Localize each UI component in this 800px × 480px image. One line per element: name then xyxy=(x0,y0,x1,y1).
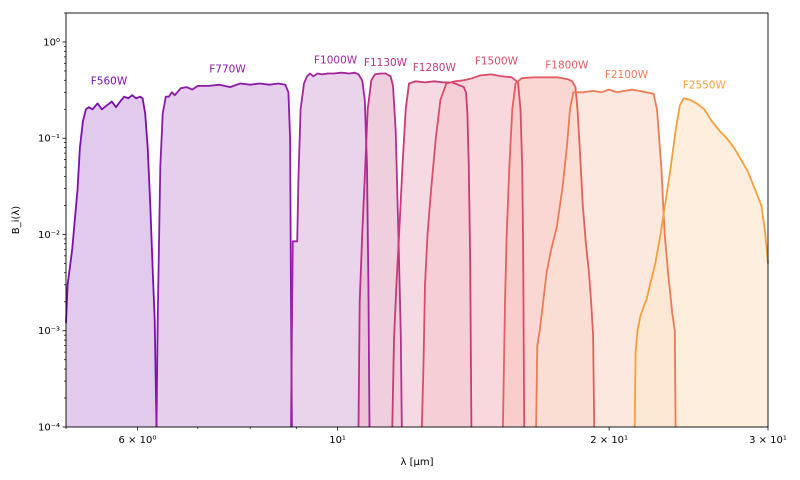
band-label-f1800w: F1800W xyxy=(545,60,589,72)
band-label-f560w: F560W xyxy=(91,76,128,88)
band-area-f1000w xyxy=(291,72,370,427)
band-line-f1500w xyxy=(420,73,526,428)
y-tick-label: 10⁰ xyxy=(43,37,60,48)
band-areas xyxy=(66,72,768,428)
x-axis-ticks: 6 × 10⁰ 10¹ 2 × 10¹ 3 × 10¹ xyxy=(65,427,787,446)
band-line-f2100w xyxy=(535,88,677,428)
band-area-f2550w xyxy=(634,98,768,428)
band-label-f2550w: F2550W xyxy=(683,79,727,91)
band-area-f1500w xyxy=(421,74,525,428)
y-tick-label: 10⁻⁴ xyxy=(38,423,60,434)
x-tick-label: 2 × 10¹ xyxy=(590,435,628,446)
plot-frame xyxy=(65,12,769,428)
y-axis-label: B_i(λ) xyxy=(11,206,22,234)
x-axis-label: λ [μm] xyxy=(400,457,433,468)
band-label-f770w: F770W xyxy=(209,64,246,76)
band-area-f560w xyxy=(66,95,157,427)
y-tick-label: 10⁻¹ xyxy=(38,134,60,145)
band-label-f1500w: F1500W xyxy=(475,56,519,68)
x-tick-label: 3 × 10¹ xyxy=(749,435,787,446)
band-line-f2550w xyxy=(633,97,769,428)
band-line-f1130w xyxy=(357,72,403,428)
x-tick-label: 10¹ xyxy=(329,435,346,446)
band-label-f2100w: F2100W xyxy=(605,69,649,81)
band-label-f1280w: F1280W xyxy=(413,62,457,74)
band-line-f560w xyxy=(65,94,158,428)
y-tick-label: 10⁻² xyxy=(38,230,60,241)
band-area-f770w xyxy=(156,83,292,427)
band-labels: F560W F770W F1000W F1130W F1280W F1500W F1800W… xyxy=(91,54,727,91)
band-line-f1000w xyxy=(290,71,371,428)
band-line-f1280w xyxy=(391,80,473,428)
band-lines xyxy=(65,71,769,428)
band-label-f1130w: F1130W xyxy=(364,57,408,69)
band-line-f770w xyxy=(155,82,293,428)
band-line-f1800w xyxy=(502,76,596,428)
band-label-f1000w: F1000W xyxy=(314,54,358,66)
y-axis-ticks: 10⁻⁴ 10⁻³ 10⁻² 10⁻¹ 10⁰ xyxy=(38,12,66,434)
x-tick-label: 6 × 10⁰ xyxy=(119,435,157,446)
y-tick-label: 10⁻³ xyxy=(38,326,60,337)
